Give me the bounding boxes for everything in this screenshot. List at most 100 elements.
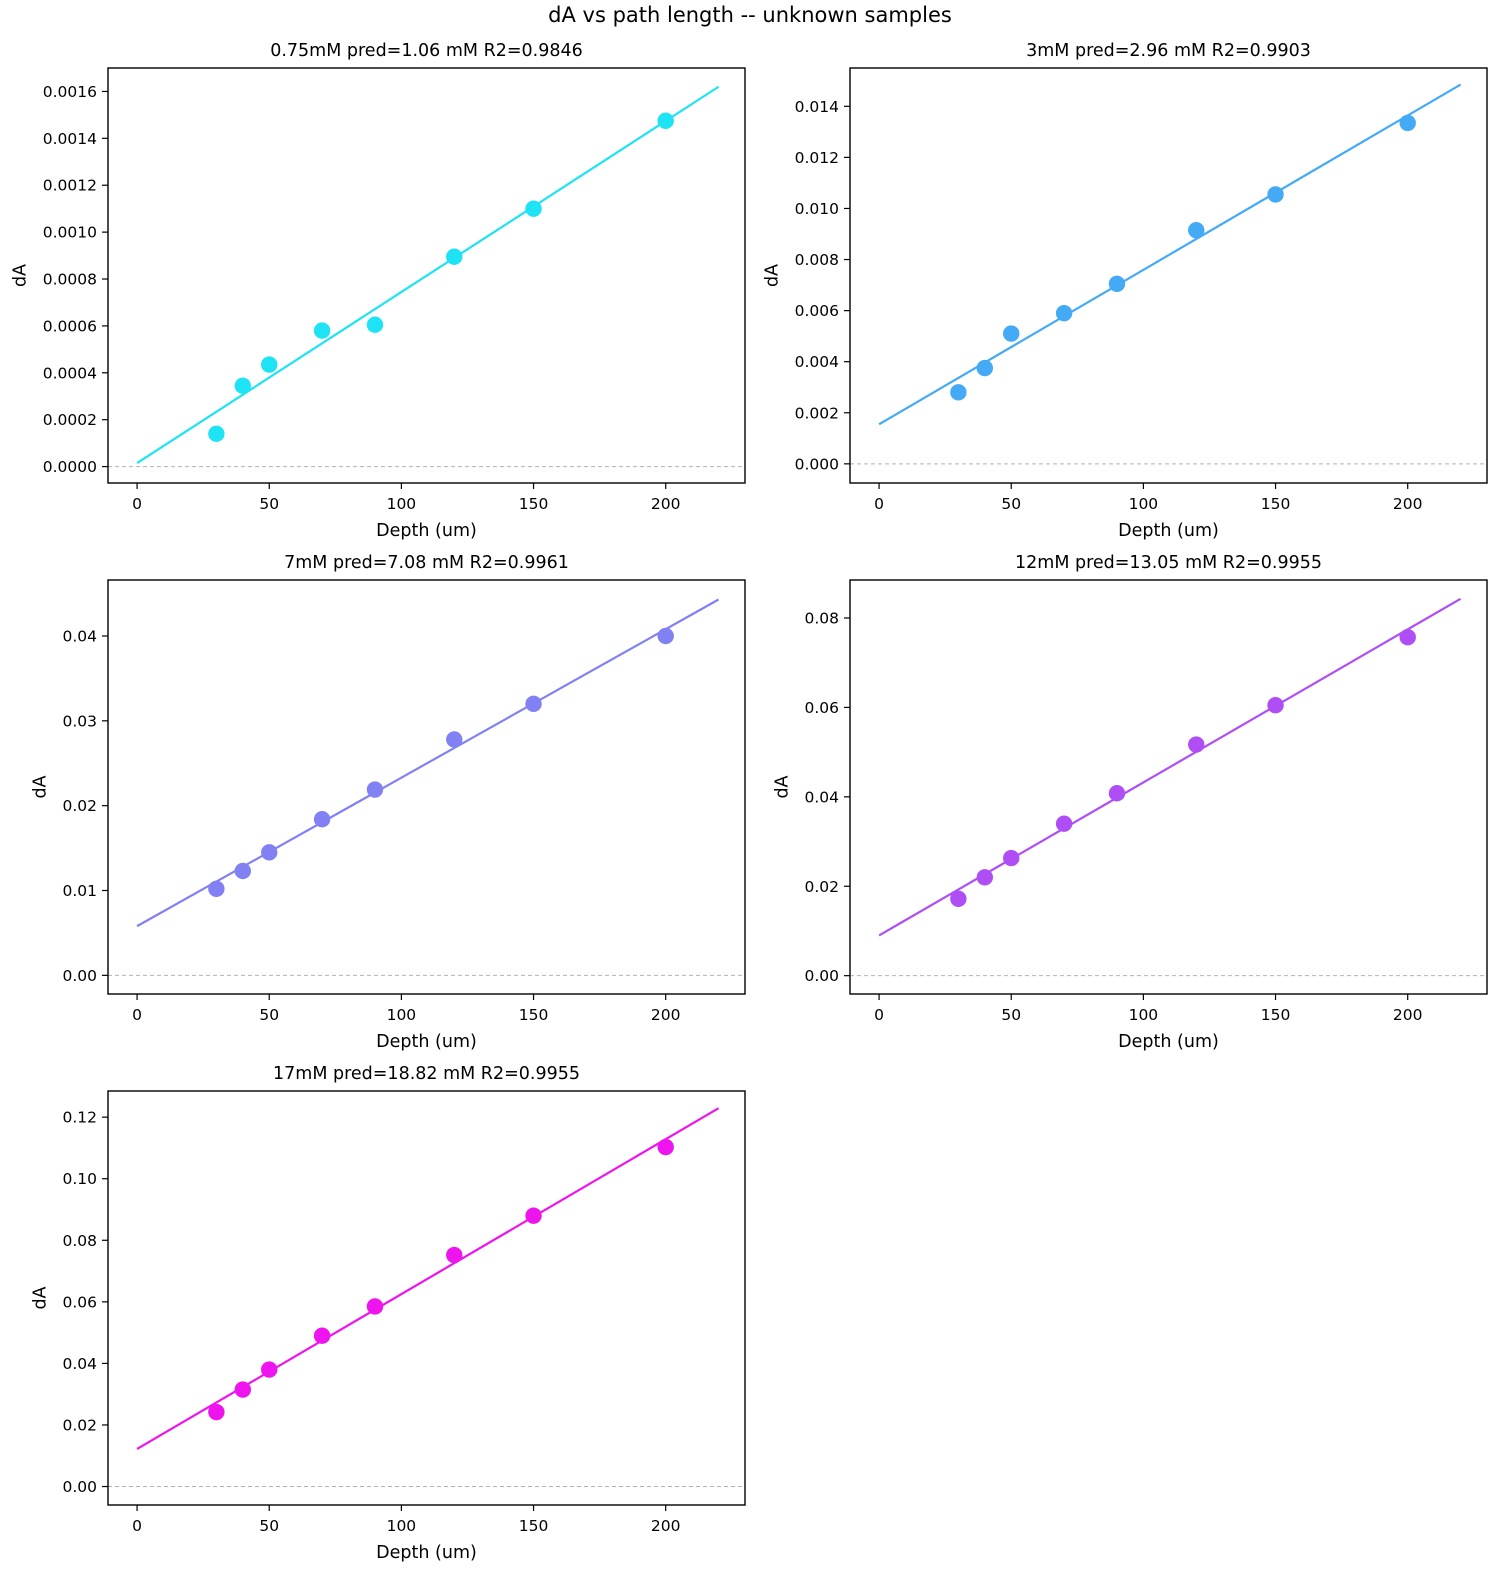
data-point: [261, 356, 278, 373]
x-tick-label: 100: [387, 1006, 417, 1024]
data-point: [1003, 849, 1020, 867]
y-tick-label: 0.012: [795, 149, 839, 167]
data-point: [1399, 629, 1416, 646]
chart-title: 3mM pred=2.96 mM R2=0.9903: [1026, 41, 1311, 61]
data-point: [313, 811, 331, 828]
x-tick-label: 50: [1001, 1006, 1021, 1024]
x-tick-label: 200: [651, 1006, 681, 1024]
y-tick-label: 0.00: [62, 967, 97, 985]
y-tick-label: 0.008: [795, 251, 839, 269]
y-axis-label: dA: [30, 1286, 50, 1309]
y-tick-label: 0.0014: [43, 130, 97, 148]
chart-panel-2: 0 50 100 150 200 0.000 0.002 0.004 0.006 0.008 0.0…: [763, 41, 1488, 541]
x-tick-label: 200: [651, 495, 681, 513]
chart-panel-1: 0 50 100 150 200 0.0000 0.0002 0.0004 0.0006 0.00…: [11, 41, 746, 541]
data-point: [1055, 304, 1073, 322]
x-tick-label: 150: [519, 1517, 549, 1535]
x-axis-label: Depth (um): [376, 521, 477, 541]
y-tick-label: 0.0002: [43, 411, 97, 429]
data-point: [1188, 736, 1205, 753]
y-tick-label: 0.04: [62, 1355, 97, 1373]
x-tick-label: 0: [874, 495, 884, 513]
y-axis-label: dA: [772, 775, 792, 798]
data-point: [1108, 275, 1126, 292]
y-tick-label: 0.01: [62, 882, 97, 900]
axes-frame: [107, 1090, 746, 1506]
x-tick-label: 100: [387, 495, 417, 513]
data-point: [657, 112, 674, 129]
data-point: [446, 1246, 463, 1264]
y-tick-label: 0.06: [804, 699, 839, 717]
fit-line: [136, 1107, 720, 1450]
data-point: [1003, 325, 1020, 342]
x-tick-label: 150: [519, 495, 549, 513]
data-point: [366, 316, 384, 333]
data-point: [313, 1327, 331, 1344]
x-axis-label: Depth (um): [376, 1032, 477, 1052]
y-tick-label: 0.010: [795, 200, 839, 218]
x-tick-label: 50: [259, 1517, 279, 1535]
fit-line: [878, 597, 1462, 937]
y-tick-label: 0.004: [795, 353, 839, 371]
data-point: [525, 1207, 542, 1224]
y-tick-label: 0.03: [62, 712, 97, 730]
chart-title: 0.75mM pred=1.06 mM R2=0.9846: [270, 41, 583, 61]
chart-panel-4: 0 50 100 150 200 0.00 0.02 0.04 0.06 0.08 12mM pre…: [772, 553, 1488, 1052]
x-tick-label: 150: [1261, 495, 1291, 513]
data-point: [208, 880, 225, 898]
y-tick-label: 0.0006: [43, 317, 97, 335]
x-tick-label: 100: [1129, 495, 1159, 513]
y-tick-label: 0.0016: [43, 83, 97, 101]
data-point: [1055, 815, 1073, 832]
y-tick-label: 0.04: [804, 788, 839, 806]
y-tick-label: 0.04: [62, 627, 97, 645]
y-tick-label: 0.12: [62, 1109, 97, 1127]
data-point: [261, 844, 278, 861]
data-point: [261, 1361, 278, 1378]
x-tick-label: 200: [651, 1517, 681, 1535]
data-point: [1188, 221, 1205, 239]
data-point: [976, 869, 994, 886]
x-tick-label: 0: [132, 1006, 142, 1024]
x-axis-label: Depth (um): [376, 1543, 477, 1563]
axes-frame: [849, 579, 1488, 995]
chart-panel-5: 0 50 100 150 200 0.00 0.02 0.04 0.06 0.08 0.10 0.12…: [30, 1064, 746, 1563]
y-tick-label: 0.002: [795, 404, 839, 422]
data-point: [657, 627, 674, 645]
data-point: [950, 384, 967, 401]
y-tick-label: 0.0012: [43, 177, 97, 195]
data-point: [525, 695, 542, 713]
y-tick-label: 0.08: [62, 1232, 97, 1250]
fit-line: [136, 598, 720, 928]
x-axis-label: Depth (um): [1118, 521, 1219, 541]
x-tick-label: 0: [132, 495, 142, 513]
y-tick-label: 0.0008: [43, 271, 97, 289]
data-point: [366, 1298, 384, 1315]
chart-title: 17mM pred=18.82 mM R2=0.9955: [273, 1064, 580, 1084]
axes-frame: [107, 579, 746, 995]
fit-line: [878, 83, 1462, 426]
y-tick-label: 0.0010: [43, 224, 97, 242]
data-point: [1399, 114, 1416, 132]
y-tick-label: 0.10: [62, 1170, 97, 1188]
data-point: [446, 731, 463, 748]
data-point: [657, 1138, 674, 1156]
data-point: [1267, 696, 1284, 714]
y-tick-label: 0.0004: [43, 364, 97, 382]
chart-title: 12mM pred=13.05 mM R2=0.9955: [1015, 553, 1322, 573]
x-tick-label: 50: [259, 1006, 279, 1024]
y-tick-label: 0.000: [795, 455, 839, 473]
data-point: [446, 248, 463, 265]
x-tick-label: 100: [1129, 1006, 1159, 1024]
y-tick-label: 0.08: [804, 610, 839, 628]
y-tick-label: 0.0000: [43, 458, 97, 476]
data-point: [1108, 785, 1126, 802]
y-tick-label: 0.00: [62, 1478, 97, 1496]
y-tick-label: 0.02: [62, 1416, 97, 1434]
y-axis-label: dA: [763, 264, 783, 287]
x-tick-label: 200: [1393, 495, 1423, 513]
x-axis-label: Depth (um): [1118, 1032, 1219, 1052]
x-tick-label: 150: [1261, 1006, 1291, 1024]
axes-frame: [107, 67, 746, 484]
data-point: [208, 1403, 225, 1421]
